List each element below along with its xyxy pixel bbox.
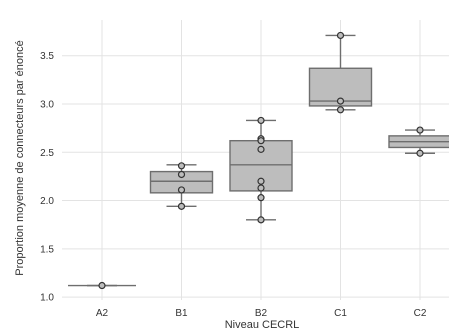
x-tick-label: B2 xyxy=(255,308,268,319)
data-point xyxy=(177,170,186,179)
box-group-c1 xyxy=(308,31,373,114)
box-series xyxy=(68,31,449,290)
data-point xyxy=(336,31,345,40)
data-point xyxy=(336,106,345,114)
data-point xyxy=(257,137,265,145)
y-tick-labels: 1.0 1.5 2.0 2.5 3.0 3.5 xyxy=(40,51,54,303)
data-point xyxy=(98,281,106,290)
x-tick-label: B1 xyxy=(175,308,188,319)
data-point xyxy=(257,194,265,202)
data-point xyxy=(257,177,265,185)
data-point xyxy=(177,162,186,170)
data-point xyxy=(257,184,265,192)
x-tick-label: C1 xyxy=(334,308,347,319)
data-point xyxy=(257,116,265,125)
data-point xyxy=(257,216,265,224)
y-tick-label: 1.5 xyxy=(40,244,54,255)
box-group-b1 xyxy=(149,162,214,210)
y-tick-label: 3.0 xyxy=(40,100,54,111)
box-group-c2 xyxy=(388,126,449,157)
box-group-b2 xyxy=(229,116,293,224)
data-point xyxy=(177,186,186,194)
data-point xyxy=(177,202,186,210)
data-point xyxy=(416,149,424,157)
x-tick-labels: A2 B1 B2 C1 C2 xyxy=(96,308,427,319)
y-tick-label: 2.0 xyxy=(40,196,54,207)
data-point xyxy=(257,145,265,153)
y-tick-label: 1.0 xyxy=(40,293,54,304)
y-axis-label: Proportion moyenne de connecteurs par én… xyxy=(14,40,26,275)
y-tick-label: 2.5 xyxy=(40,148,54,159)
x-tick-label: A2 xyxy=(96,308,109,319)
data-point xyxy=(336,97,345,105)
x-axis-label: Niveau CECRL xyxy=(225,319,300,331)
box-group-a2 xyxy=(68,281,136,290)
x-tick-label: C2 xyxy=(414,308,427,319)
data-point xyxy=(416,126,424,134)
y-tick-label: 3.5 xyxy=(40,51,54,62)
